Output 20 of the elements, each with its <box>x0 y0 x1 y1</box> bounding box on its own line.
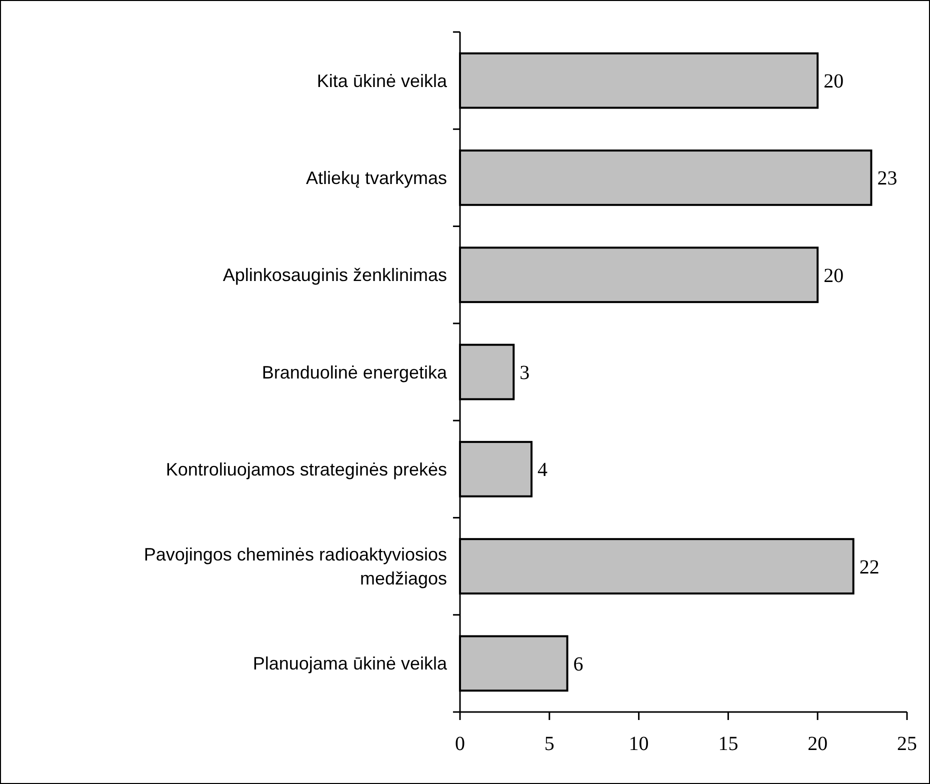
data-label: 22 <box>859 556 880 578</box>
data-label: 6 <box>573 653 584 676</box>
x-tick-label: 25 <box>897 733 917 755</box>
data-label: 3 <box>520 362 530 384</box>
x-tick-label: 15 <box>718 733 738 755</box>
y-tick-label: Aplinkosauginis ženklinimas <box>222 265 447 286</box>
x-tick-label: 10 <box>628 733 649 755</box>
y-tick-label: Branduolinė energetika <box>262 362 448 382</box>
data-label: 20 <box>824 70 844 93</box>
y-tick-label: Planuojama ūkinė veikla <box>252 654 448 674</box>
y-tick-label: Pavojingos cheminės radioaktyviosios medžiagos <box>144 544 447 589</box>
x-tick-label: 20 <box>808 733 828 755</box>
y-tick-label: Kontroliuojamos strateginės prekės <box>166 459 447 480</box>
data-label: 23 <box>877 168 898 190</box>
y-tick-label: Atliekų tvarkymas <box>306 168 447 188</box>
x-tick-label: 0 <box>455 733 465 755</box>
data-label: 4 <box>538 459 548 482</box>
x-tick-label: 5 <box>544 733 554 755</box>
y-tick-label: Kita ūkinė veikla <box>316 70 448 91</box>
data-label: 20 <box>824 264 844 287</box>
